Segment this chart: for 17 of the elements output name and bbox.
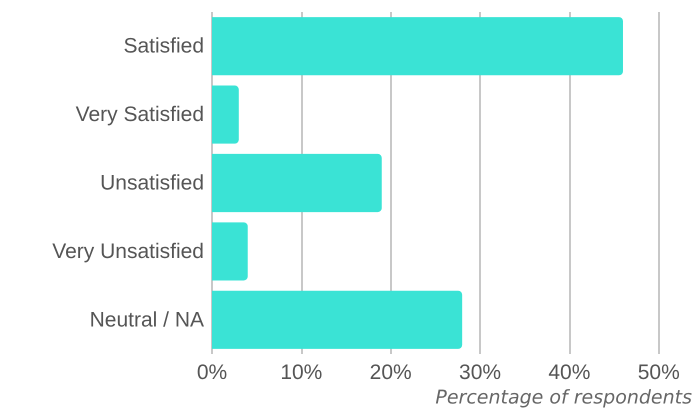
y-tick-label: Satisfied — [123, 34, 204, 58]
x-tick-label: 10% — [280, 361, 322, 384]
bar — [212, 154, 382, 212]
y-tick-label: Neutral / NA — [90, 308, 204, 332]
bar — [212, 222, 248, 280]
bar — [212, 86, 239, 144]
y-tick-label: Unsatisfied — [100, 172, 204, 194]
x-tick-label: 0% — [196, 361, 228, 384]
x-tick-label: 40% — [548, 361, 590, 384]
y-tick-label: Very Unsatisfied — [52, 240, 204, 263]
x-axis-title: Percentage of respondents — [435, 386, 692, 408]
bar — [212, 290, 462, 349]
bar — [212, 17, 623, 76]
y-tick-label: Very Satisfied — [76, 103, 204, 126]
x-tick-label: 30% — [459, 361, 502, 384]
x-tick-label: 50% — [638, 361, 680, 384]
x-tick-label: 20% — [370, 361, 412, 384]
